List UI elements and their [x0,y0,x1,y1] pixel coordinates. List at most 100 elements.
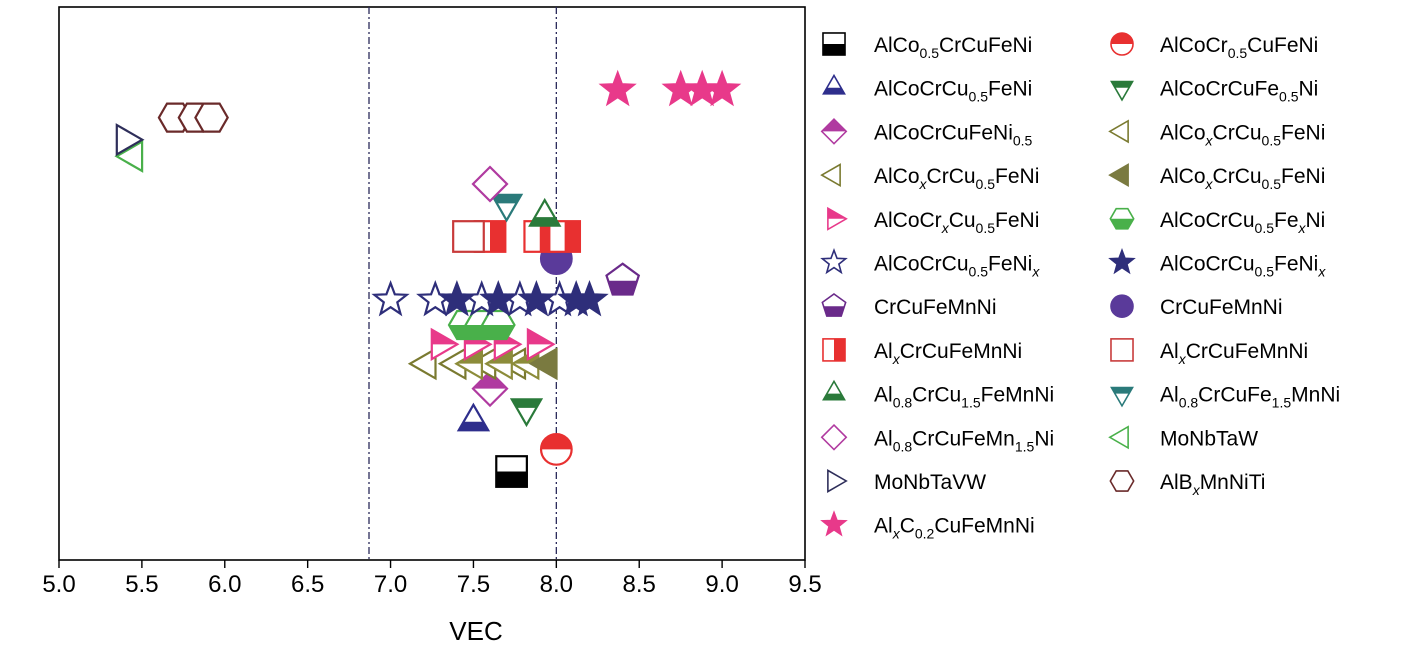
legend-label-part: CrCuFeMnNi [874,296,997,319]
legend-label-4-1: AlCoCrCu0.5FexNi [1160,209,1325,236]
legend-label-part: AlCoCrCu [1160,209,1255,232]
legend-label-part: MoNbTaVW [874,471,986,494]
legend-label-part: 0.2 [915,526,935,542]
legend-label-part: FeNi [988,78,1032,101]
legend-marker-shape-6-1 [1110,294,1134,319]
legend-marker-shape-7-0 [822,338,846,362]
legend-label-part: AlCoCrCu [874,253,969,276]
legend-label-part: CrCuFeMn [912,427,1015,450]
legend-label-part: CrCu [927,165,976,188]
x-tick-label-3: 6.5 [291,571,324,598]
legend-label-1-0: AlCoCrCu0.5FeNi [874,78,1032,105]
legend-label-8-0: Al0.8CrCu1.5FeMnNi [874,384,1054,411]
legend-label-part: 0.5 [1255,220,1275,236]
legend-marker-8-0 [822,379,846,401]
legend-marker-10-0 [827,469,848,493]
legend-marker-shape-5-0 [820,248,848,275]
legend-label-6-0: CrCuFeMnNi [874,296,997,319]
data-markers [114,69,742,488]
legend-marker-4-1 [1109,207,1135,230]
legend-marker-shape-0-1 [1110,32,1134,56]
legend-label-part: 0.5 [976,220,996,236]
legend-label-part: AlCoCrCuFeNi [874,121,1013,144]
legend-label-part: CrCu [1213,165,1262,188]
legend-marker-shape-3-1 [1108,163,1129,188]
legend-label-part: x [941,220,950,236]
legend-label-part: AlCoCr [874,209,942,232]
legend-label-part: CrCuFeNi [939,34,1032,57]
legend-label-part: Al [874,427,893,450]
legend-marker-shape-7-1 [1110,338,1134,362]
legend-label-part: MnNiTi [1200,471,1266,494]
legend-marker-shape-3-0 [820,163,841,188]
marker-s4-p0 [471,370,509,408]
legend-marker-3-0 [820,163,841,188]
legend-label-part: 1.5 [1015,438,1035,454]
legend-marker-9-0 [820,423,848,451]
legend-label-part: 0.8 [893,395,913,411]
legend-marker-6-0 [821,292,847,317]
legend-label-part: x [892,351,901,367]
marker-s11-p2 [517,279,556,317]
legend-label-10-1: AlBxMnNiTi [1160,471,1265,498]
marker-s18-p0 [471,165,509,203]
legend-label-part: 0.8 [893,438,913,454]
legend-marker-8-1 [1110,386,1134,408]
legend-label-part: x [1205,132,1214,148]
legend-label-part: x [919,176,928,192]
legend-label-part: 0.8 [1179,395,1199,411]
legend-label-part: AlB [1160,471,1193,494]
legend-label-part: Ni [1299,78,1319,101]
legend-label-part: AlCo [874,34,920,57]
legend-marker-1-1 [1110,80,1134,102]
legend-marker-0-0 [822,32,846,56]
legend-label-part: CrCu [1213,121,1262,144]
legend-label-part: AlCoCr [1160,34,1228,57]
x-tick-label-0: 5.0 [42,571,75,598]
legend-label-10-0: MoNbTaVW [874,471,986,494]
legend-label-6-1: CrCuFeMnNi [1160,296,1283,319]
legend-label-part: 0.5 [1255,264,1275,280]
legend-label-part: x [892,526,901,542]
legend-marker-6-1 [1110,294,1134,319]
legend-label-part: CrCu [912,384,961,407]
legend-label-9-0: Al0.8CrCuFeMn1.5Ni [874,427,1054,454]
x-tick-label-6: 8.0 [540,571,573,598]
legend-label-part: 0.5 [1262,176,1282,192]
reference-lines [368,7,557,560]
marker-s7-p0 [528,347,558,381]
legend-marker-11-0 [820,510,848,537]
marker-s9-p2 [480,309,516,341]
legend-label-9-1: MoNbTaW [1160,427,1258,450]
marker-s21-p2 [194,102,229,133]
legend-label-part: CrCuFeMnNi [1160,296,1283,319]
marker-s19-p0 [114,139,144,173]
marker-s8-p0 [430,327,460,362]
legend-label-8-1: Al0.8CrCuFe1.5MnNi [1160,384,1340,411]
marker-s1-p0 [539,433,573,466]
legend-marker-shape-11-0 [820,510,848,537]
marker-s5-p0 [407,347,437,381]
legend-label-part: 0.5 [1013,132,1033,148]
legend-label-part: CuFeNi [1247,34,1318,57]
legend-marker-shape-6-0 [821,292,847,317]
legend-label-part: FeMnNi [981,384,1055,407]
legend-marker-shape-5-1 [1108,248,1136,275]
legend-marker-5-0 [820,248,848,275]
x-tick-label-5: 7.5 [457,571,490,598]
legend-marker-7-1 [1110,338,1134,362]
legend-label-3-0: AlCoxCrCu0.5FeNi [874,165,1039,192]
x-axis-ticks: 5.0 5.5 6.0 6.5 7.0 7.5 8.0 8.5 9.0 9.5 [42,560,822,598]
legend-marker-shape-9-1 [1108,425,1129,450]
legend-marker-shape-10-0 [827,469,848,493]
legend-marker-5-1 [1108,248,1136,275]
x-tick-label-7: 8.5 [623,571,656,598]
legend-label-part: Al [874,515,893,538]
marker-s22-p3 [702,69,742,107]
legend-marker-7-0 [822,338,846,362]
legend-label-part: Ni [1034,427,1054,450]
legend-label-3-1: AlCoxCrCu0.5FeNi [1160,165,1325,192]
legend-marker-shape-8-1 [1110,386,1134,408]
legend-label-part: 0.5 [969,89,989,105]
